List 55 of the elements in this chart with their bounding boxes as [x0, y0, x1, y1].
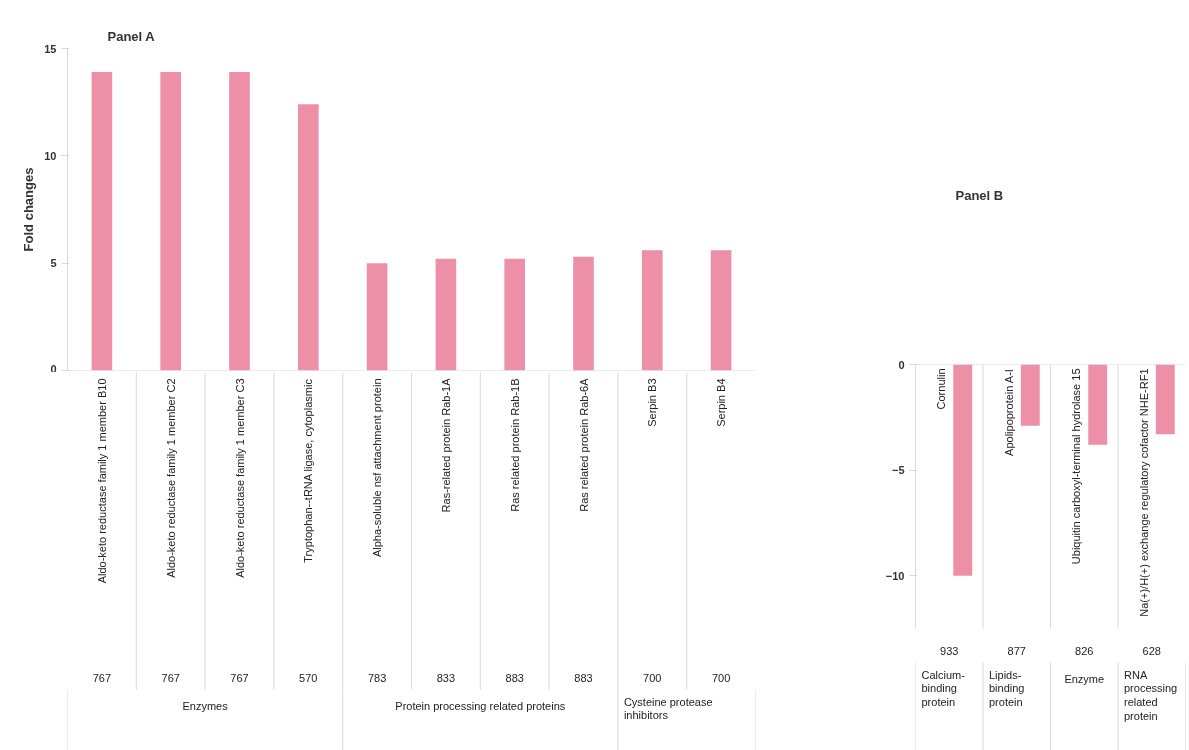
bar: [710, 250, 732, 371]
text: 933: [940, 644, 959, 657]
bar: [435, 258, 457, 371]
x-tick-label: Ras related protein Rab-1B: [508, 378, 521, 512]
text: Calcium-binding protein: [921, 668, 966, 709]
chart-title: Panel A: [107, 28, 156, 44]
bar: [366, 263, 388, 371]
text: 883: [574, 671, 593, 684]
x-tick-label: Serpin B3: [646, 378, 659, 427]
text: Lipids-binding protein: [989, 668, 1025, 709]
bar: [91, 72, 113, 371]
y-tick-label: 0: [898, 358, 905, 371]
y-tick-label: −10: [885, 569, 905, 582]
text: 700: [643, 671, 662, 684]
x-tick-label: Ubiquitin carboxyl-terminal hydrolase 15: [1070, 368, 1083, 565]
text: 883: [505, 671, 524, 684]
text: 628: [1142, 644, 1161, 657]
text: 833: [436, 671, 456, 684]
y-axis-title: Fold changes: [21, 167, 37, 252]
bar: [504, 258, 526, 371]
x-tick-label: Ras-related protein Rab-1A: [439, 377, 452, 513]
text: 826: [1075, 644, 1094, 657]
y-tick-label: 15: [44, 42, 57, 55]
bar: [297, 104, 319, 371]
bar: [573, 256, 594, 371]
x-tick-label: Tryptophan--tRNA ligase, cytoplasmic: [302, 378, 315, 563]
x-tick-label: Aldo-keto reductase family 1 member B10: [95, 378, 108, 584]
x-tick-label: Aldo-keto reductase family 1 member C3: [233, 378, 246, 578]
x-tick-label: Cornulin: [935, 368, 948, 410]
text: 877: [1007, 644, 1026, 657]
text: Enzyme: [1064, 672, 1105, 685]
x-tick-label: Na(+)/H(+) exchange regulatory cofactor NHE-RF1: [1137, 368, 1150, 617]
y-tick-label: 10: [44, 149, 57, 162]
y-tick-label: 0: [50, 362, 57, 375]
x-tick-label: Serpin B4: [715, 378, 728, 427]
y-tick-label: 5: [50, 257, 57, 270]
x-tick-label: Apolipoprotein A-I: [1002, 369, 1015, 456]
y-tick-label: −5: [891, 464, 905, 477]
text: 783: [367, 671, 387, 684]
text: Cysteine protease inhibitors: [623, 695, 713, 722]
x-tick-label: Aldo-keto reductase family 1 member C2: [164, 378, 177, 578]
bar: [641, 250, 663, 371]
bar: [229, 72, 250, 371]
bar: [160, 72, 182, 371]
text: RNA processing related protein: [1124, 668, 1178, 722]
x-tick-label: Ras related protein Rab-6A: [577, 377, 590, 512]
text: 700: [711, 671, 731, 684]
text: Protein processing related proteins: [395, 699, 566, 712]
chart-title: Panel B: [955, 187, 1004, 203]
text: 767: [92, 671, 112, 684]
text: 570: [299, 671, 318, 684]
text: 767: [230, 671, 249, 684]
x-tick-label: Alpha-soluble nsf attachment protein: [371, 378, 384, 558]
text: 767: [161, 671, 180, 684]
text: Enzymes: [182, 699, 229, 712]
